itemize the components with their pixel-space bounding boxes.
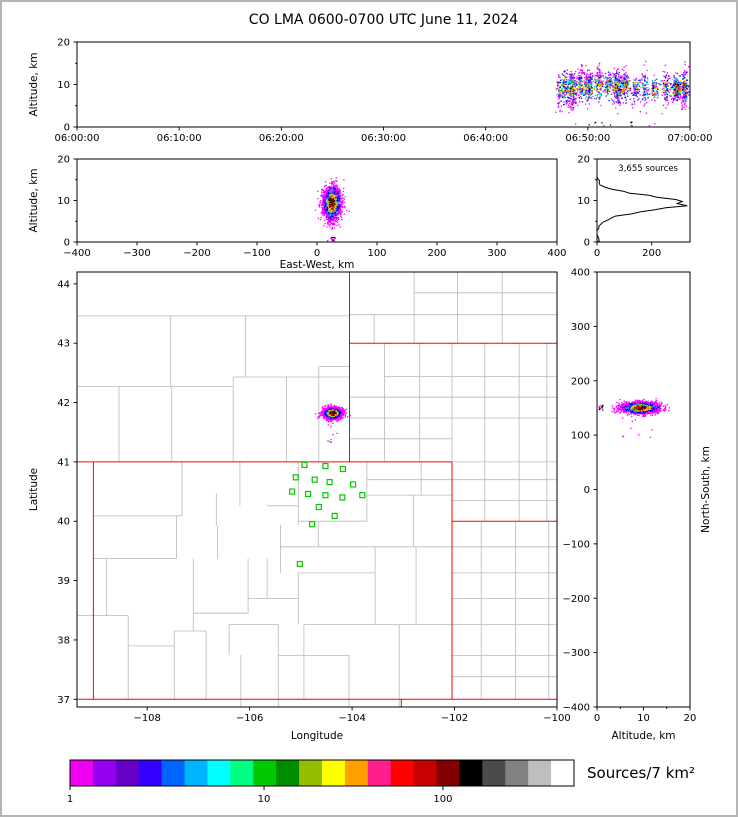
source-count-label: 3,655 sources <box>618 164 678 174</box>
tick-label: 400 <box>547 248 566 259</box>
tick-label: 100 <box>571 431 590 442</box>
tick-label: 0 <box>64 238 70 249</box>
tick-label: −100 <box>243 248 270 259</box>
tick-label: 37 <box>57 695 70 706</box>
tick-label: −100 <box>563 539 590 550</box>
tick-label: 0 <box>64 123 70 134</box>
tick-label: 10 <box>637 713 650 724</box>
tick-label: −400 <box>563 703 590 714</box>
tick-label: −104 <box>338 713 365 724</box>
source-points <box>329 198 336 210</box>
ns-height-panel <box>598 397 670 439</box>
tick-label: 0 <box>584 238 590 249</box>
tick-label: −102 <box>441 713 468 724</box>
tick-label: 0 <box>594 248 600 259</box>
tick-label: 44 <box>57 279 70 290</box>
tick-label: 38 <box>57 635 70 646</box>
source-points <box>564 82 681 95</box>
ew-height-panel <box>314 177 350 242</box>
colorbar-label: Sources/7 km² <box>587 764 695 782</box>
source-histogram-curve <box>597 159 688 242</box>
tick-label: 43 <box>57 339 70 350</box>
source-points <box>633 405 647 411</box>
source-points <box>330 410 337 416</box>
longitude-xlabel: Longitude <box>291 730 343 742</box>
tick-label: −200 <box>183 248 210 259</box>
east-west-xlabel: East-West, km <box>280 259 355 271</box>
tick-label: 07:00:00 <box>668 133 713 144</box>
tick-label: 400 <box>571 268 590 279</box>
colorbar-tick-label: 1 <box>67 794 73 805</box>
source-points <box>559 78 688 97</box>
tick-label: 0 <box>594 713 600 724</box>
colorbar-tick-label: 10 <box>258 794 271 805</box>
tick-label: 10 <box>57 196 70 207</box>
tick-label: 41 <box>57 457 70 468</box>
tick-label: 10 <box>577 196 590 207</box>
tick-label: −200 <box>563 594 590 605</box>
time-height-ylabel: Altitude, km <box>28 52 40 116</box>
tick-label: −300 <box>563 648 590 659</box>
latitude-ylabel: Latitude <box>28 468 40 511</box>
tick-label: 200 <box>571 376 590 387</box>
colorbar: 1 10 100 Sources/7 km² <box>67 759 695 805</box>
tick-label: 200 <box>427 248 446 259</box>
county-borders <box>77 272 557 707</box>
tick-label: 0 <box>314 248 320 259</box>
tick-label: 20 <box>577 155 590 166</box>
tick-label: 300 <box>487 248 506 259</box>
tick-label: 200 <box>642 248 661 259</box>
tick-label: 06:40:00 <box>463 133 508 144</box>
colorbar-tick-label: 100 <box>433 794 452 805</box>
tick-label: 06:50:00 <box>565 133 610 144</box>
plan-view-panel <box>77 272 557 707</box>
tick-label: 06:30:00 <box>361 133 406 144</box>
tick-label: 06:00:00 <box>55 133 100 144</box>
tick-label: 20 <box>684 713 697 724</box>
tick-label: 42 <box>57 398 70 409</box>
lma-station-markers <box>289 461 366 568</box>
time-height-panel <box>555 60 690 127</box>
alt-histogram-panel <box>597 159 688 242</box>
tick-label: 20 <box>57 155 70 166</box>
tick-label: 300 <box>571 322 590 333</box>
tick-label: −100 <box>543 713 570 724</box>
source-points <box>557 82 688 126</box>
tick-label: 39 <box>57 576 70 587</box>
tick-label: −106 <box>236 713 263 724</box>
tick-label: −108 <box>133 713 160 724</box>
tick-label: 0 <box>584 485 590 496</box>
figure-title: CO LMA 0600-0700 UTC June 11, 2024 <box>248 12 519 28</box>
tick-label: 10 <box>57 80 70 91</box>
altitude-xlabel: Altitude, km <box>611 730 675 742</box>
tick-label: 100 <box>367 248 386 259</box>
tick-label: 40 <box>57 517 70 528</box>
north-south-ylabel: North-South, km <box>700 446 712 533</box>
ew-height-ylabel: Altitude, km <box>28 168 40 232</box>
tick-label: 20 <box>57 38 70 49</box>
state-borders <box>77 272 557 707</box>
tick-label: −400 <box>63 248 90 259</box>
tick-label: 06:20:00 <box>259 133 304 144</box>
tick-label: 06:10:00 <box>157 133 202 144</box>
tick-label: −300 <box>123 248 150 259</box>
